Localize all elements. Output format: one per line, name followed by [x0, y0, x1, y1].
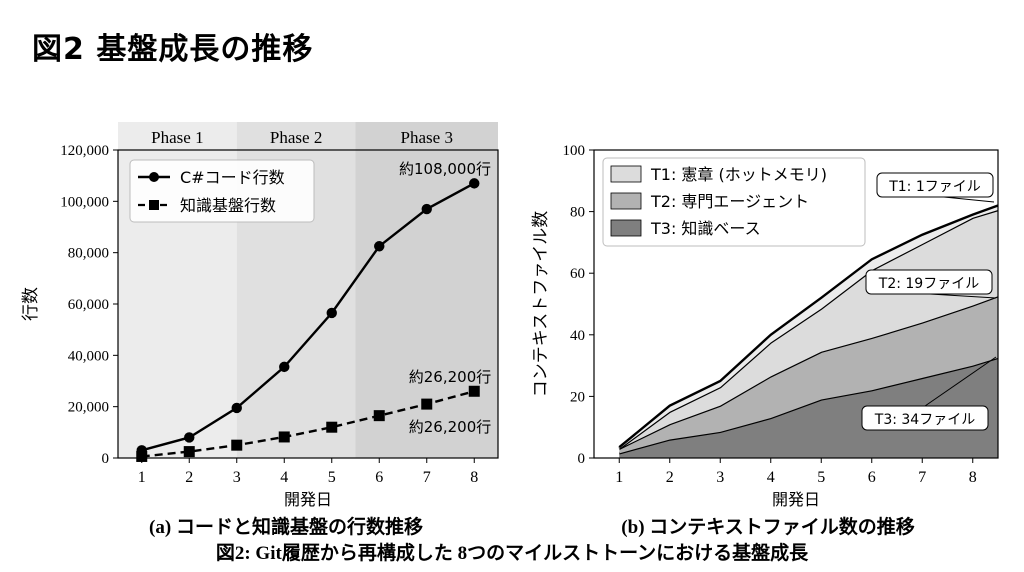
- y-tick-label: 80,000: [68, 246, 109, 262]
- x-tick-label: 3: [716, 469, 724, 486]
- y-tick-label: 20,000: [68, 400, 109, 416]
- phase-label: Phase 2: [270, 128, 322, 147]
- x-tick-label: 3: [233, 469, 241, 486]
- y-tick-label: 40,000: [68, 348, 109, 364]
- y-tick-label: 120,000: [60, 143, 109, 159]
- data-point: [231, 402, 242, 414]
- x-axis-ticks: 1 2 3 4 5 6 7 8: [138, 458, 478, 486]
- y-axis-ticks-b: 0 20 40 60 80 100: [563, 143, 594, 467]
- phase-header-bg: [236, 122, 356, 150]
- x-tick-label: 1: [615, 469, 623, 486]
- annotation-kb-total-above: 約26,200行: [409, 368, 492, 386]
- x-axis-label-b: 開発日: [772, 490, 820, 509]
- data-point: [373, 410, 385, 422]
- y-tick-label: 20: [570, 389, 585, 405]
- legend-label-code: C#コード行数: [180, 168, 285, 187]
- cap-line: [618, 204, 999, 449]
- callout-t2: T2: 19ファイル: [865, 269, 997, 299]
- legend-b: T1: 憲章 (ホットメモリ) T2: 専門エージェント T3: 知識ベース: [602, 157, 866, 247]
- data-point: [231, 439, 243, 451]
- data-point: [279, 361, 290, 373]
- area-2: [619, 296, 998, 454]
- x-tick-label: 5: [817, 469, 825, 486]
- subtitle-a: (a) コードと知識基盤の行数推移: [149, 515, 423, 538]
- x-tick-label: 4: [767, 469, 775, 486]
- plot-frame: [117, 149, 499, 459]
- callout-t1: T1: 1ファイル: [876, 172, 995, 203]
- x-tick-label: 8: [470, 469, 478, 486]
- x-tick-label: 8: [969, 469, 977, 486]
- legend-marker-code: [149, 172, 159, 182]
- svg-text:T1: 1ファイル: T1: 1ファイル: [888, 179, 981, 195]
- legend-marker-kb: [149, 200, 159, 210]
- subtitle-b: (b) コンテキストファイル数の推移: [621, 515, 914, 538]
- legend-a: C#コード行数 知識基盤行数: [129, 159, 315, 223]
- x-axis-ticks-b: 1 2 3 4 5 6 7 8: [615, 458, 977, 486]
- legend-label-kb: 知識基盤行数: [180, 196, 276, 215]
- area-cap: [619, 205, 998, 449]
- y-axis-label-b: コンテキストファイル数: [531, 211, 551, 398]
- figure-caption: 図2: Git履歴から再構成した 8つのマイルストトーンにおける基盤成長: [216, 541, 809, 564]
- figure-title: 図2 基盤成長の推移: [32, 32, 314, 67]
- x-tick-label: 5: [328, 469, 336, 486]
- y-tick-label: 60,000: [68, 297, 109, 313]
- y-tick-label: 0: [102, 451, 110, 467]
- x-tick-label: 7: [918, 469, 926, 486]
- legend-swatch-t2: [610, 192, 642, 210]
- data-point: [374, 241, 385, 252]
- x-tick-label: 6: [868, 469, 876, 486]
- chart-b: 0 20 40 60 80 100 1 2 3 4 5 6 7 8 T1: 憲章 (ホットメモリ) T2…: [531, 143, 999, 538]
- phase-header-bg: [355, 122, 498, 150]
- annotation-kb-total-below: 約26,200行: [409, 418, 492, 436]
- data-point: [183, 446, 195, 458]
- x-tick-label: 2: [666, 469, 674, 486]
- svg-text:T2: 19ファイル: T2: 19ファイル: [878, 276, 979, 292]
- legend-label-t1: T1: 憲章 (ホットメモリ): [650, 165, 827, 184]
- y-axis-label-a: 行数: [21, 287, 41, 321]
- y-tick-label: 80: [570, 205, 585, 221]
- series-line-code: [141, 182, 475, 452]
- x-tick-label: 7: [423, 469, 431, 486]
- x-tick-label: 1: [138, 469, 146, 486]
- x-tick-label: 6: [375, 469, 383, 486]
- svg-text:T3: 34ファイル: T3: 34ファイル: [874, 412, 975, 428]
- x-axis-label-a: 開発日: [284, 490, 332, 509]
- annotation-code-total: 約108,000行: [399, 160, 491, 178]
- phase-header-bg: [118, 122, 237, 150]
- legend-label-t3: T3: 知識ベース: [650, 219, 761, 238]
- callout-t3: T3: 34ファイル: [861, 356, 997, 431]
- x-tick-label: 4: [280, 469, 288, 486]
- data-point: [326, 307, 337, 319]
- data-point: [278, 431, 290, 443]
- chart-a: Phase 1 Phase 2 Phase 3 0 20,000 40,000 60,00…: [21, 122, 499, 538]
- y-axis-ticks: 0 20,000 40,000 60,000 80,000 100,000 120,000: [60, 143, 118, 467]
- data-point: [468, 385, 480, 397]
- data-point: [421, 398, 433, 410]
- data-point: [184, 432, 195, 443]
- data-point: [469, 178, 480, 189]
- y-tick-label: 40: [570, 328, 585, 344]
- series-line-kb: [141, 390, 475, 458]
- x-tick-label: 2: [185, 469, 193, 486]
- legend-swatch-t3: [610, 219, 642, 237]
- legend-swatch-t1: [610, 165, 642, 183]
- phase-label: Phase 1: [151, 128, 203, 147]
- y-tick-label: 60: [570, 266, 585, 282]
- plot-frame-b: [593, 149, 999, 459]
- phase-label: Phase 3: [401, 128, 453, 147]
- phase-headers: Phase 1 Phase 2 Phase 3: [118, 122, 498, 150]
- y-tick-label: 100,000: [60, 194, 109, 210]
- data-point: [326, 421, 338, 433]
- y-tick-label: 0: [578, 451, 586, 467]
- data-point: [136, 450, 148, 462]
- y-tick-label: 100: [563, 143, 586, 159]
- series-layer: [136, 178, 480, 462]
- data-point: [421, 203, 432, 215]
- legend-label-t2: T2: 専門エージェント: [650, 192, 809, 211]
